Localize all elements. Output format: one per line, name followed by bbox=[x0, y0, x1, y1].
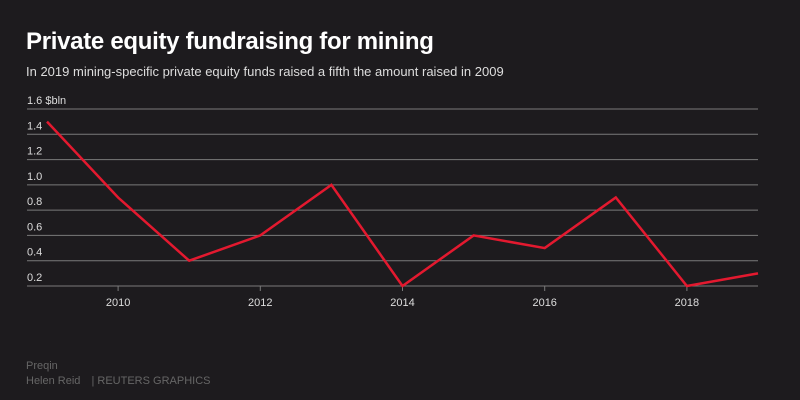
y-tick-label: 0.6 bbox=[27, 221, 42, 233]
y-tick-label: 0.8 bbox=[27, 196, 42, 208]
author-label: Helen Reid bbox=[26, 375, 81, 387]
y-tick-label: 0.4 bbox=[27, 247, 42, 259]
y-tick-label: 1.4 bbox=[27, 120, 42, 132]
source-label: Preqin bbox=[26, 360, 58, 372]
y-tick-label: 1.2 bbox=[27, 146, 42, 158]
series-line bbox=[46, 120, 759, 288]
chart-title: Private equity fundraising for mining bbox=[26, 28, 434, 55]
x-tick-label: 2018 bbox=[675, 297, 699, 309]
credit-line: Helen Reid | REUTERS GRAPHICS bbox=[26, 375, 210, 387]
y-tick-label: 1.6 $bln bbox=[27, 95, 66, 107]
credit-label: | REUTERS GRAPHICS bbox=[91, 375, 211, 387]
x-tick-label: 2012 bbox=[248, 297, 272, 309]
x-tick-label: 2010 bbox=[106, 297, 130, 309]
y-tick-label: 1.0 bbox=[27, 171, 42, 183]
y-tick-label: 0.2 bbox=[27, 272, 42, 284]
chart-subtitle: In 2019 mining-specific private equity f… bbox=[26, 64, 504, 79]
x-tick-label: 2014 bbox=[390, 297, 414, 309]
x-tick-label: 2016 bbox=[532, 297, 556, 309]
